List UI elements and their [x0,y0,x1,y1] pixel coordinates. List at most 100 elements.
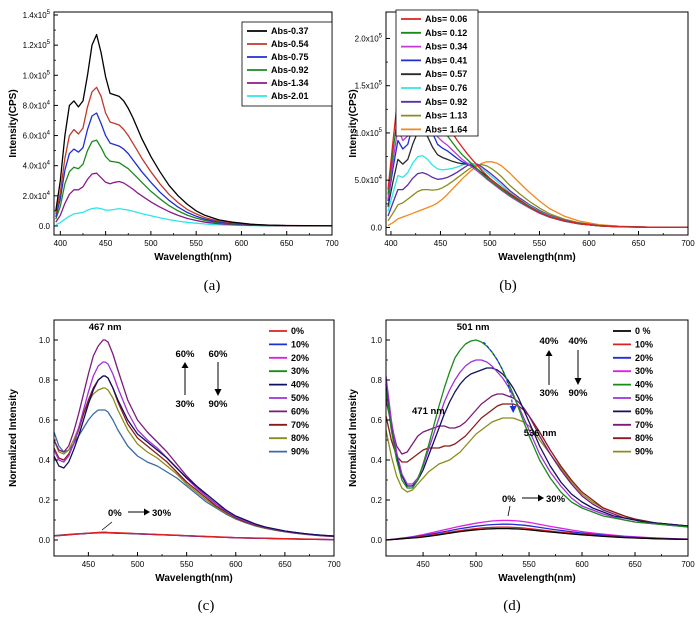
y-tick-label: 1.0x105 [23,70,51,80]
peak-label-471: 471 nm [412,406,445,417]
leader-line [101,521,113,531]
x-tick-label: 450 [99,239,113,248]
y-tick-label: 1.4x105 [23,10,51,20]
legend-entry: 10% [291,339,309,349]
x-tick-label: 700 [325,239,339,248]
y-tick-label: 0.6 [371,416,383,425]
legend: Abs= 0.06 Abs= 0.12 Abs= 0.34 Abs= 0.41 Abs=… [395,9,479,137]
x-tick-label: 600 [229,560,243,569]
annot-low-end: 30% [546,494,566,505]
legend-entry: 20% [635,353,653,363]
legend-entry: 50% [291,393,309,403]
legend-entry: 60% [635,406,653,416]
x-tick-label: 550 [180,560,194,569]
x-tick-label: 500 [483,239,497,248]
y-tick-label: 1.2x105 [23,40,51,50]
annot-bottom-right: 90% [568,388,588,399]
annot-top-right: 60% [208,349,228,360]
y-tick-label: 1.5x105 [355,81,383,91]
legend-entry: 20% [291,353,309,363]
y-axis-label: Intensity(CPS) [8,89,19,157]
x-tick-label: 700 [327,560,341,569]
x-tick-label: 650 [632,239,646,248]
legend-entry: 10% [635,339,653,349]
x-tick-label: 700 [681,239,695,248]
y-tick-label: 0.4 [39,456,51,465]
x-tick-label: 600 [235,239,249,248]
legend-entry: 30% [291,366,309,376]
x-tick-label: 550 [189,239,203,248]
annot-top-left: 40% [539,336,559,347]
series-line-40 [385,339,689,528]
legend: 0% 10% 20% 30% 40% 50% 60% 70% 80% 90% [269,326,309,457]
legend-entry: Abs-0.92 [271,65,309,75]
series-line-Abs164 [387,161,689,229]
y-tick-label: 0.2 [371,496,383,505]
up-arrowhead [545,350,553,356]
plot-frame [385,319,689,557]
x-axis-label: Wavelength(nm) [498,252,575,263]
y-axis-label: Intensity(CPS) [348,89,359,157]
x-axis-label: Wavelength(nm) [498,573,575,584]
series-line-20 [385,523,689,541]
legend-entry: 70% [291,420,309,430]
series-line-Abs201 [55,207,332,227]
y-tick-label: 4.0x104 [23,161,51,171]
legend-entry: 40% [291,380,309,390]
legend-entry: Abs-0.37 [271,26,309,36]
y-tick-label: 0.6 [39,416,51,425]
up-arrowhead [181,362,189,368]
legend: 0 % 10% 20% 30% 40% 50% 60% 70% 80% 90% [613,326,653,457]
legend-entry: 70% [635,420,653,430]
y-tick-label: 0.0 [39,222,51,231]
legend-entry: Abs-2.01 [271,91,309,101]
series-line-0 [53,531,335,541]
y-tick-label: 0.4 [371,456,383,465]
y-tick-label: 1.0x105 [355,128,383,138]
right-arrowhead [144,508,150,516]
legend-entry: 0% [291,326,304,336]
legend-entry: Abs= 0.34 [425,42,467,52]
leader-line [507,505,511,517]
annot-top-left: 60% [175,349,195,360]
legend-entry: 30% [635,366,653,376]
series-line-50 [385,359,689,528]
series-line-Abs037 [55,33,333,227]
panel-a: 400 450 500 550 600 650 700 0.0 2.0x104 4.0x104 6.… [8,10,339,294]
down-arrowhead [574,378,582,385]
legend-entry: Abs= 0.06 [425,14,467,24]
x-tick-label: 700 [681,560,695,569]
annot-low-end: 30% [152,508,172,519]
annotations: 501 nm 471 nm 536 nm 40% 30% 40% 90% 0% 30% [412,322,588,517]
x-tick-label: 450 [416,560,430,569]
legend-entry: Abs= 0.92 [425,97,467,107]
x-tick-label: 400 [384,239,398,248]
x-tick-label: 600 [582,239,596,248]
legend: Abs-0.37 Abs-0.54 Abs-0.75 Abs-0.92 Abs-1.34… [241,21,333,107]
annot-bottom-left: 30% [539,388,559,399]
panel-b: 400 450 500 550 600 650 700 0.0 5.0x104 1.0x105 1.… [348,9,695,294]
annot-bottom-right: 90% [208,399,228,410]
shift-arrowhead [509,406,517,413]
y-axis-label: Normalized Intensity [8,389,19,487]
series-lines [53,339,335,541]
series-lines [385,339,689,541]
panel-label: (d) [503,598,521,614]
legend-entry: Abs= 0.76 [425,83,467,93]
down-arrowhead [214,389,222,396]
legend-entry: 40% [635,380,653,390]
panel-label: (c) [198,598,215,614]
y-tick-label: 0.8 [371,376,383,385]
legend-entry: 0 % [635,326,651,336]
legend-entry: Abs= 0.57 [425,69,467,79]
y-tick-label: 0.0 [371,223,383,232]
annotations: 467 nm 60% 30% 60% 90% 0% 30% [89,322,228,531]
legend-entry: 90% [291,447,309,457]
panel-label: (a) [204,278,221,294]
x-axis-label: Wavelength(nm) [154,252,231,263]
plot-frame [53,11,333,236]
x-axis-label: Wavelength(nm) [155,573,232,584]
series-lines [55,33,333,227]
annot-bottom-left: 30% [175,399,195,410]
